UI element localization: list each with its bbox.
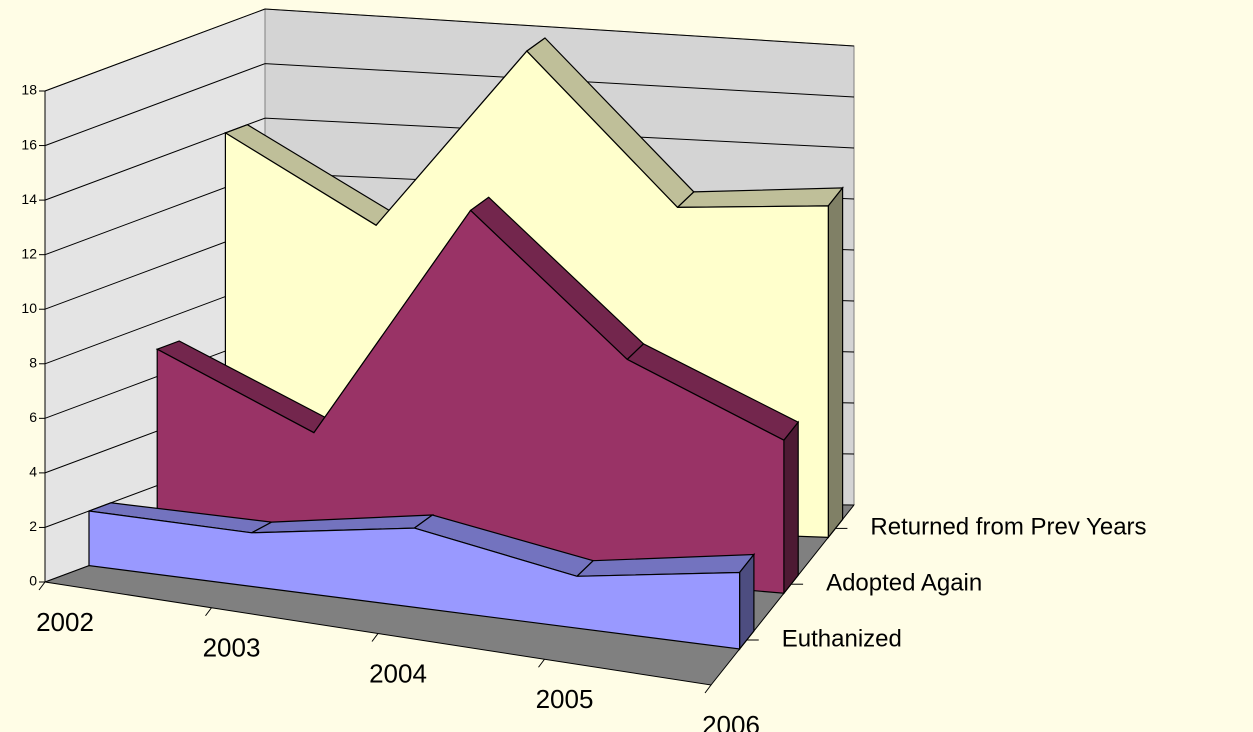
y-tick-label: 8 [29, 354, 37, 370]
area [88, 510, 741, 650]
x-tick-label: 2004 [369, 658, 427, 688]
x-tick-label: 2006 [702, 710, 760, 732]
x-tick-label: 2005 [536, 684, 594, 714]
y-tick-label: 4 [29, 464, 37, 480]
x-tick [704, 684, 712, 694]
area-side [783, 420, 799, 595]
x-tick [38, 581, 46, 591]
grid-line [44, 117, 855, 201]
legend-label: Returned from Prev Years [870, 514, 1146, 541]
area [156, 209, 785, 594]
grid-line [44, 8, 855, 92]
area-side [827, 186, 844, 540]
y-tick-label: 6 [29, 409, 37, 425]
y-tick-label: 12 [21, 245, 37, 261]
y-tick-label: 10 [21, 300, 37, 316]
y-tick-label: 2 [29, 518, 37, 534]
y-tick-label: 14 [21, 191, 37, 207]
x-tick [205, 607, 212, 617]
grid-line [44, 63, 855, 147]
legend-label: Euthanized [782, 625, 902, 652]
x-tick-label: 2003 [203, 633, 261, 663]
x-tick [371, 633, 379, 642]
legend-label: Adopted Again [826, 570, 982, 597]
x-tick [538, 658, 545, 668]
x-tick-label: 2002 [36, 607, 94, 637]
y-tick-label: 0 [29, 573, 37, 589]
y-tick-label: 16 [21, 136, 37, 152]
y-tick-label: 18 [21, 82, 37, 98]
